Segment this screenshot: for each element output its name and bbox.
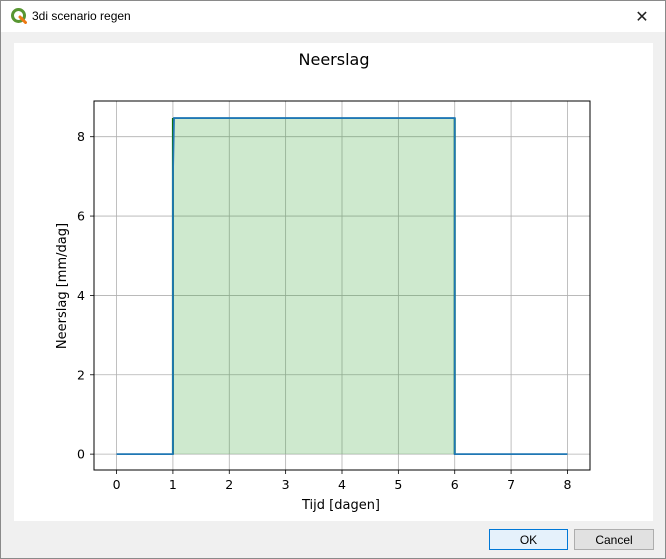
x-tick-label: 8: [563, 477, 571, 492]
x-tick-label: 3: [282, 477, 290, 492]
title-bar[interactable]: 3di scenario regen ✕: [1, 1, 665, 32]
close-icon: ✕: [635, 8, 649, 26]
y-axis-label: Neerslag [mm/dag]: [55, 223, 70, 349]
y-tick-label: 6: [77, 209, 85, 224]
x-tick-label: 4: [338, 477, 346, 492]
y-ticks: 0 2 4 6 8: [77, 129, 94, 462]
window-title: 3di scenario regen: [32, 9, 131, 23]
x-tick-label: 2: [225, 477, 233, 492]
x-tick-label: 1: [169, 477, 177, 492]
x-tick-label: 0: [113, 477, 121, 492]
y-tick-label: 8: [77, 129, 85, 144]
cancel-button[interactable]: Cancel: [574, 529, 654, 550]
x-axis-label: Tijd [dagen]: [301, 498, 380, 513]
y-tick-label: 0: [77, 447, 85, 462]
x-tick-label: 6: [451, 477, 459, 492]
y-tick-label: 4: [77, 288, 85, 303]
precipitation-line: [116, 117, 568, 456]
x-tick-label: 7: [507, 477, 515, 492]
precipitation-chart: 0 1 2 3 4 5 6 7 8 0 2 4 6 8 Neerslag Tijd [dagen] Ne…: [55, 50, 591, 513]
chart-title: Neerslag: [299, 50, 370, 69]
plot-canvas: 0 1 2 3 4 5 6 7 8 0 2 4 6 8 Neerslag Tijd [dagen] Ne…: [14, 43, 653, 521]
x-ticks: 0 1 2 3 4 5 6 7 8: [113, 470, 571, 492]
y-tick-label: 2: [77, 367, 85, 382]
close-button[interactable]: ✕: [619, 1, 665, 32]
x-tick-label: 5: [394, 477, 402, 492]
qgis-icon: [11, 8, 27, 24]
precipitation-fill: [172, 118, 455, 455]
ok-button[interactable]: OK: [489, 529, 568, 550]
